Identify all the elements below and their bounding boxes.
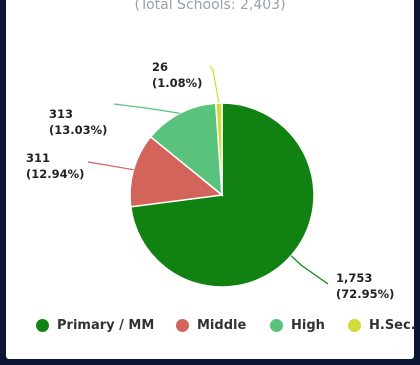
chart-legend: Primary / MM Middle High H.Sec. xyxy=(6,318,416,348)
data-label-count-primary: 1,753 xyxy=(336,271,372,285)
chart-card: (Total Schools: 2,403) 1,753 (72.95%) 311 (… xyxy=(6,0,416,359)
data-label-count-high: 313 xyxy=(49,107,73,121)
legend-item-middle[interactable]: Middle xyxy=(176,318,246,333)
pie-chart: 1,753 (72.95%) 311 (12.94%) 313 (13.03%) 26 (1.… xyxy=(26,60,394,301)
legend-item-hsec[interactable]: H.Sec. xyxy=(348,318,416,333)
connector-middle xyxy=(87,161,134,171)
data-label-pct-high: (13.03%) xyxy=(49,123,107,137)
pie-slice-hsec[interactable] xyxy=(214,102,223,196)
chart-subtitle: (Total Schools: 2,403) xyxy=(134,0,286,13)
legend-label-middle: Middle xyxy=(197,318,247,333)
legend-swatch-hsec xyxy=(348,319,361,332)
data-label-pct-hsec: (1.08%) xyxy=(152,76,202,90)
connector-primary xyxy=(290,255,329,285)
data-label-pct-primary: (72.95%) xyxy=(336,287,394,301)
legend-label-primary: Primary / MM xyxy=(57,318,155,333)
data-label-pct-middle: (12.94%) xyxy=(26,167,84,181)
pie-slice-high[interactable] xyxy=(149,102,223,197)
legend-label-hsec: H.Sec. xyxy=(369,318,416,333)
data-label-count-middle: 311 xyxy=(26,151,50,165)
legend-label-high: High xyxy=(291,318,325,333)
legend-swatch-primary xyxy=(36,319,49,332)
legend-item-primary[interactable]: Primary / MM xyxy=(36,318,154,333)
legend-item-high[interactable]: High xyxy=(270,318,325,333)
data-label-count-hsec: 26 xyxy=(152,60,168,74)
pie-slice-middle[interactable] xyxy=(129,135,224,208)
connector-high xyxy=(113,103,180,114)
connector-hsec xyxy=(209,65,220,104)
legend-swatch-middle xyxy=(176,319,189,332)
legend-swatch-high xyxy=(270,319,283,332)
